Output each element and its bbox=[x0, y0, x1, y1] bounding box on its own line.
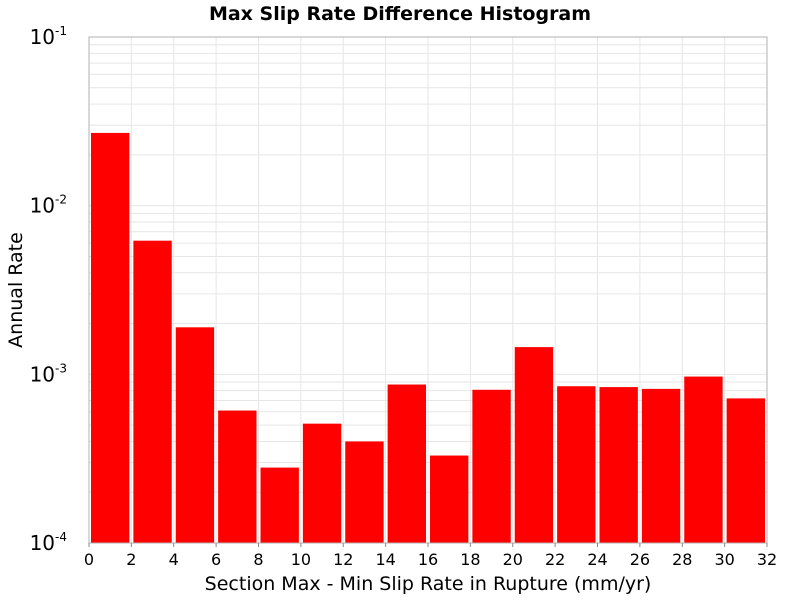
x-axis-ticks: 0 2 4 6 8 10 12 14 16 18 20 22 24 26 28 30 32 bbox=[84, 543, 777, 569]
histogram-bar bbox=[641, 388, 681, 543]
bars bbox=[91, 132, 765, 543]
y-tick-label: 10-4 bbox=[30, 530, 67, 555]
x-tick-label: 18 bbox=[460, 550, 480, 569]
histogram-bar bbox=[430, 455, 469, 543]
histogram-bar bbox=[218, 410, 257, 543]
x-tick-label: 32 bbox=[757, 550, 777, 569]
y-axis-ticks: 10-4 10-3 10-2 10-1 bbox=[30, 24, 67, 555]
histogram-bar bbox=[260, 467, 299, 543]
histogram-bar bbox=[387, 384, 426, 543]
histogram-bar bbox=[599, 387, 638, 543]
y-axis-label: Annual Rate bbox=[5, 232, 27, 348]
chart-title: Max Slip Rate Difference Histogram bbox=[209, 3, 591, 25]
x-tick-label: 28 bbox=[672, 550, 692, 569]
y-tick-label: 10-2 bbox=[30, 193, 67, 218]
histogram-bar bbox=[345, 441, 384, 543]
histogram-bar bbox=[514, 347, 554, 543]
histogram-bar bbox=[726, 398, 765, 543]
x-tick-label: 4 bbox=[169, 550, 179, 569]
x-tick-label: 22 bbox=[545, 550, 565, 569]
y-tick-label: 10-1 bbox=[30, 24, 67, 49]
y-tick-label: 10-3 bbox=[30, 361, 67, 386]
histogram-bar bbox=[684, 376, 723, 543]
x-tick-label: 26 bbox=[630, 550, 650, 569]
histogram-bar bbox=[472, 389, 511, 543]
x-tick-label: 10 bbox=[291, 550, 311, 569]
histogram-bar bbox=[133, 240, 172, 543]
histogram-bar bbox=[175, 327, 215, 543]
x-axis-label: Section Max - Min Slip Rate in Rupture (… bbox=[205, 573, 652, 595]
histogram-bar bbox=[557, 386, 596, 543]
x-tick-label: 14 bbox=[375, 550, 395, 569]
histogram-bar bbox=[91, 132, 130, 543]
x-tick-label: 30 bbox=[714, 550, 734, 569]
x-tick-label: 20 bbox=[503, 550, 523, 569]
x-tick-label: 2 bbox=[126, 550, 136, 569]
x-tick-label: 8 bbox=[253, 550, 263, 569]
x-tick-label: 24 bbox=[587, 550, 607, 569]
x-tick-label: 12 bbox=[333, 550, 353, 569]
x-tick-label: 0 bbox=[84, 550, 94, 569]
x-tick-label: 16 bbox=[418, 550, 438, 569]
histogram-bar bbox=[302, 423, 342, 543]
x-tick-label: 6 bbox=[211, 550, 221, 569]
